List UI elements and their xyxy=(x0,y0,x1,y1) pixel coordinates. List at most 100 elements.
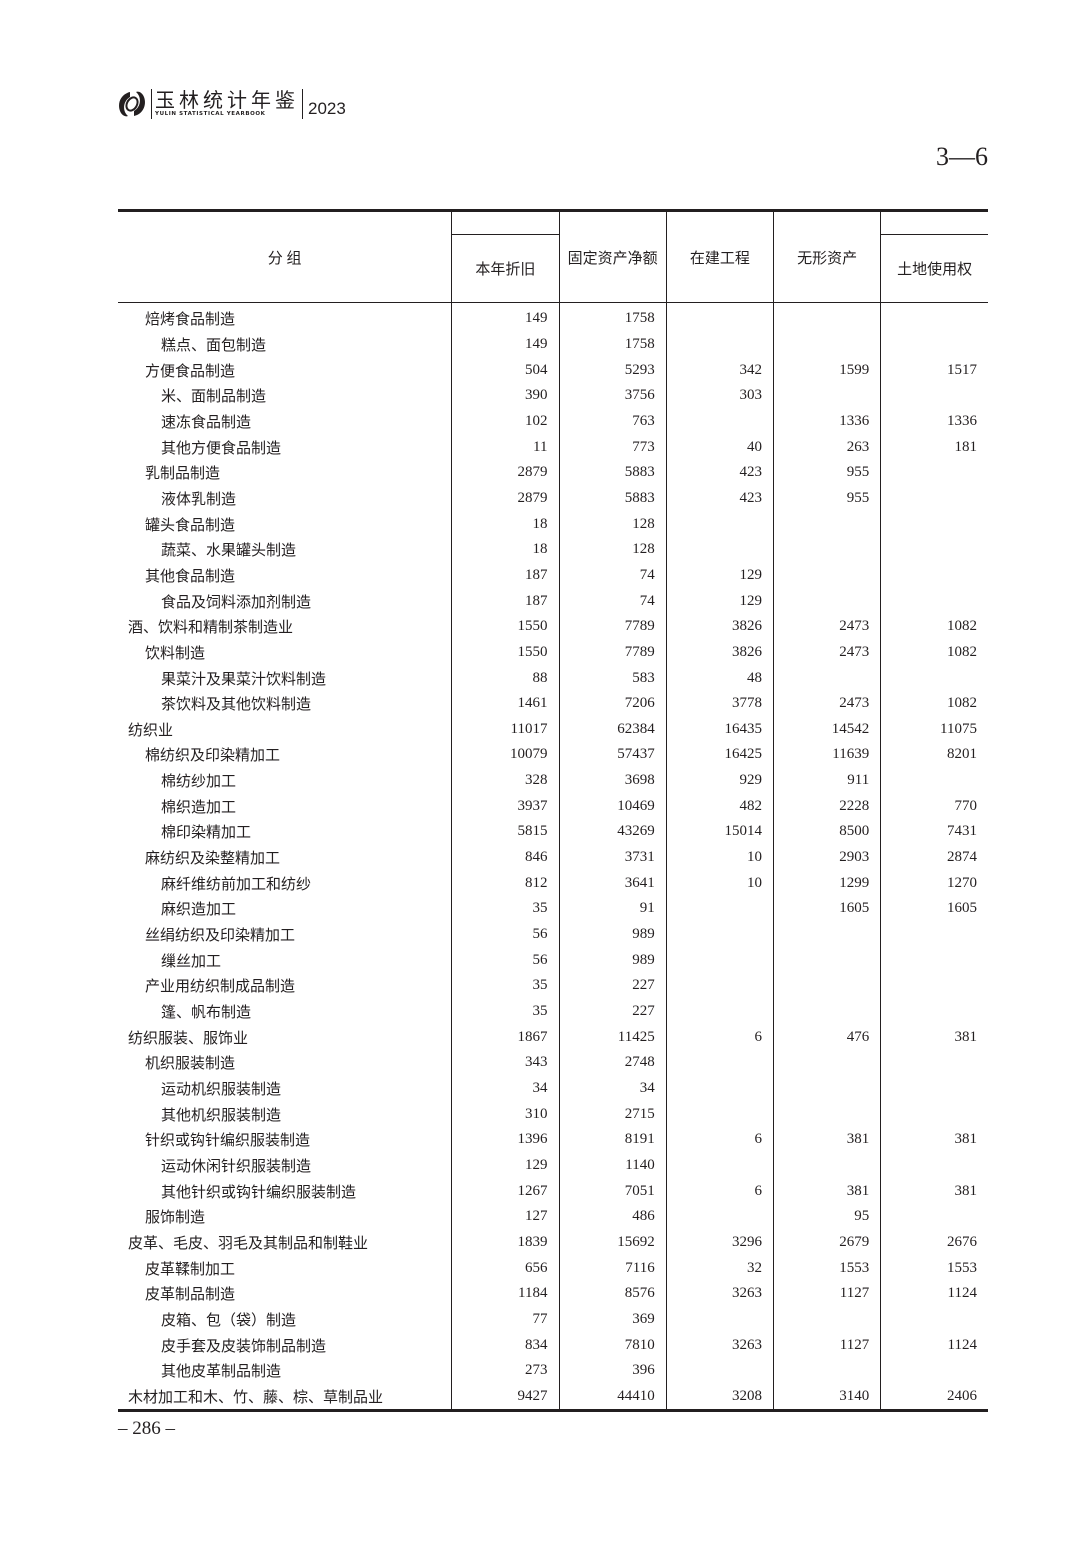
row-label: 其他机织服装制造 xyxy=(161,1107,282,1124)
yearbook-year: 2023 xyxy=(308,99,346,118)
cell-value: 381 xyxy=(880,1178,988,1204)
cell-value: 187 xyxy=(451,562,559,589)
cell-value xyxy=(880,459,988,486)
cell-value: 5883 xyxy=(558,459,667,486)
table-row: 木材加工和木、竹、藤、棕、草制品业 9427 44410 3208 3140 2406 xyxy=(118,1383,988,1413)
cell-value: 11 xyxy=(451,434,559,460)
cell-value: 16435 xyxy=(665,716,774,743)
cell-value: 44410 xyxy=(558,1383,667,1413)
row-label: 麻织造加工 xyxy=(161,902,237,919)
table-row: 其他皮革制品制造 273 396 xyxy=(118,1357,988,1384)
cell-value: 1605 xyxy=(772,896,881,922)
cell-value: 11425 xyxy=(558,1024,667,1051)
cell-value: 1839 xyxy=(451,1229,559,1256)
table-row: 丝绢纺织及印染精加工 56 989 xyxy=(118,921,988,948)
cell-value: 8500 xyxy=(772,819,881,845)
cell-value: 263 xyxy=(772,434,881,460)
row-label: 缫丝加工 xyxy=(161,953,222,970)
cell-value: 3263 xyxy=(665,1332,774,1358)
cell-value xyxy=(880,382,988,409)
cell-value xyxy=(772,382,881,409)
cell-value xyxy=(772,1101,881,1127)
cell-value: 2473 xyxy=(772,613,881,640)
cell-value xyxy=(880,562,988,589)
table-row: 液体乳制造 2879 5883 423 955 xyxy=(118,485,988,512)
table-row: 茶饮料及其他饮料制造 1461 7206 3778 2473 1082 xyxy=(118,690,988,717)
cell-value: 342 xyxy=(665,357,774,383)
cell-value: 423 xyxy=(665,459,774,486)
cell-value: 1867 xyxy=(451,1024,559,1051)
cell-value xyxy=(665,1101,774,1127)
row-label: 服饰制造 xyxy=(145,1210,206,1227)
cell-value: 56 xyxy=(451,921,559,948)
cell-value: 88 xyxy=(451,665,559,691)
table-row: 皮箱、包（袋）制造 77 369 xyxy=(118,1306,988,1333)
cell-value: 955 xyxy=(772,459,881,486)
cell-value: 656 xyxy=(451,1255,559,1281)
cell-value xyxy=(880,1306,988,1333)
cell-value: 129 xyxy=(665,588,774,614)
row-label: 果菜汁及果菜汁饮料制造 xyxy=(161,671,327,688)
cell-value: 476 xyxy=(772,1024,881,1051)
cell-value xyxy=(880,485,988,512)
cell-value xyxy=(665,998,774,1025)
table-row: 棉织造加工 3937 10469 482 2228 770 xyxy=(118,793,988,820)
row-label: 产业用纺织制成品制造 xyxy=(145,979,296,996)
row-label: 运动休闲针织服装制造 xyxy=(161,1158,312,1175)
column-header-depreciation: 本年折旧 xyxy=(451,212,560,303)
cell-value xyxy=(880,331,988,358)
table-row: 麻纤维纺前加工和纺纱 812 3641 10 1299 1270 xyxy=(118,870,988,897)
column-header-construction: 在建工程 xyxy=(665,212,774,303)
cell-value xyxy=(665,973,774,999)
row-label: 棉织造加工 xyxy=(161,799,237,816)
row-label: 其他食品制造 xyxy=(145,568,236,585)
cell-value: 1267 xyxy=(451,1178,559,1204)
cell-value xyxy=(665,947,774,974)
cell-value: 381 xyxy=(880,1024,988,1051)
cell-value: 1605 xyxy=(880,896,988,922)
cell-value xyxy=(880,1075,988,1102)
cell-value: 10 xyxy=(665,844,774,871)
row-label: 皮手套及皮装饰制品制造 xyxy=(161,1338,327,1355)
cell-value: 2228 xyxy=(772,793,881,820)
cell-value xyxy=(880,973,988,999)
cell-value xyxy=(665,1050,774,1076)
table-row: 其他针织或钩针编织服装制造 1267 7051 6 381 381 xyxy=(118,1178,988,1204)
table-row: 饮料制造 1550 7789 3826 2473 1082 xyxy=(118,639,988,666)
cell-value: 7206 xyxy=(558,690,667,717)
cell-value: 11075 xyxy=(880,716,988,743)
cell-value: 763 xyxy=(558,408,667,435)
cell-value: 35 xyxy=(451,973,559,999)
cell-value xyxy=(665,1306,774,1333)
cell-value xyxy=(772,1357,881,1384)
cell-value: 583 xyxy=(558,665,667,691)
cell-value: 43269 xyxy=(558,819,667,845)
cell-value: 381 xyxy=(880,1127,988,1153)
cell-value xyxy=(880,1357,988,1384)
row-label: 饮料制造 xyxy=(145,645,206,662)
table-row: 棉印染精加工 5815 43269 15014 8500 7431 xyxy=(118,819,988,845)
cell-value: 482 xyxy=(665,793,774,820)
cell-value: 3756 xyxy=(558,382,667,409)
table-row: 其他食品制造 187 74 129 xyxy=(118,562,988,589)
cell-value xyxy=(665,921,774,948)
row-label: 蔬菜、水果罐头制造 xyxy=(161,543,297,560)
cell-value: 7431 xyxy=(880,819,988,845)
cell-value: 1082 xyxy=(880,639,988,666)
row-label: 皮箱、包（袋）制造 xyxy=(161,1312,297,1329)
cell-value: 3937 xyxy=(451,793,559,820)
cell-value: 95 xyxy=(772,1203,881,1230)
cell-value: 1336 xyxy=(880,408,988,435)
table-row: 麻织造加工 35 91 1605 1605 xyxy=(118,896,988,922)
cell-value: 16425 xyxy=(665,742,774,768)
cell-value: 2715 xyxy=(558,1101,667,1127)
table-row: 皮革制品制造 1184 8576 3263 1127 1124 xyxy=(118,1280,988,1307)
cell-value: 91 xyxy=(558,896,667,922)
cell-value: 1758 xyxy=(558,302,667,332)
cell-value: 770 xyxy=(880,793,988,820)
cell-value: 1127 xyxy=(772,1280,881,1307)
cell-value: 5883 xyxy=(558,485,667,512)
cell-value xyxy=(772,536,881,563)
yearbook-header: 玉林统计年鉴 YULIN STATISTICAL YEARBOOK 2023 xyxy=(116,86,346,122)
cell-value: 57437 xyxy=(558,742,667,768)
